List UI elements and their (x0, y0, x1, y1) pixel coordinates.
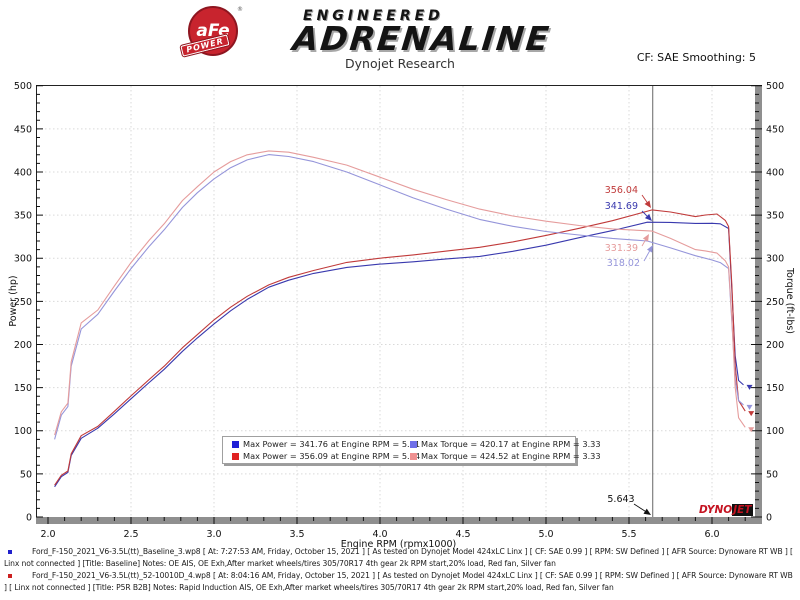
x-tick: 2.5 (123, 529, 138, 540)
x-tick: 3.0 (206, 529, 221, 540)
run-info-text: Ford_F-150_2021_V6-3.5L(tt)_52-10010D_4.… (4, 571, 793, 592)
x-tick: 4.5 (455, 529, 470, 540)
run-bullet-blue (8, 550, 12, 554)
dynojet-watermark-dyno: DYNO (699, 504, 733, 516)
run-bullet-red (8, 574, 12, 579)
legend-item-baseline-torque: Max Torque = 420.17 at Engine RPM = 3.33 (401, 439, 601, 449)
y-tick-left: 50 (20, 469, 32, 480)
curve-baseline-torque (54, 154, 744, 440)
y-tick-right: 50 (766, 469, 778, 480)
legend-swatch-pink (410, 452, 417, 460)
y-tick-right: 0 (766, 512, 772, 523)
y-tick-left: 400 (14, 167, 32, 178)
y-tick-left: 100 (14, 426, 32, 437)
run-info-list: Ford_F-150_2021_V6-3.5L(tt)_Baseline_3.w… (4, 546, 797, 594)
curve-end-marker-baseline-torque (746, 404, 753, 410)
y-tick-right: 450 (766, 124, 784, 135)
y-tick-right: 250 (766, 297, 784, 308)
curve-p5r-b2b-power (54, 209, 746, 486)
axis-ticks (36, 85, 762, 524)
dynojet-watermark-jet: JET (732, 504, 754, 516)
x-tick: 3.5 (289, 529, 304, 540)
x-tick: 4.0 (372, 529, 387, 540)
run-info-tuned: Ford_F-150_2021_V6-3.5L(tt)_52-10010D_4.… (4, 570, 797, 593)
legend-swatch-violet (410, 440, 417, 448)
legend-label: Max Power = 341.76 at Engine RPM = 5.61 (243, 439, 421, 449)
page-title: Dynojet Research (345, 56, 455, 71)
legend-item-tuned-power: Max Power = 356.09 at Engine RPM = 5.64 (223, 451, 420, 461)
y-tick-right: 100 (766, 426, 784, 437)
y-tick-right: 350 (766, 211, 784, 222)
cursor-readout: 5.643 (607, 494, 651, 515)
run-info-baseline: Ford_F-150_2021_V6-3.5L(tt)_Baseline_3.w… (4, 546, 797, 569)
legend-label: Max Torque = 420.17 at Engine RPM = 3.33 (421, 439, 601, 449)
y-tick-left: 350 (14, 211, 32, 222)
legend-item-baseline-power: Max Power = 341.76 at Engine RPM = 5.61 (223, 439, 420, 449)
annotation-341.69: 341.69 (605, 201, 638, 212)
left-axis-title: Power (hp) (8, 275, 19, 326)
x-tick: 6.0 (704, 529, 719, 540)
y-tick-right: 400 (766, 167, 784, 178)
y-tick-right: 150 (766, 383, 784, 394)
legend-swatch-red (232, 452, 239, 460)
x-tick: 5.5 (621, 529, 636, 540)
chart-legend: Max Power = 341.76 at Engine RPM = 5.61 … (222, 436, 601, 464)
right-axis-title: Torque (ft-lbs) (784, 267, 795, 334)
curve-p5r-b2b-torque (54, 150, 746, 436)
brand-engineered-text: ENGINEERED (303, 8, 444, 24)
curve-baseline-power (54, 221, 744, 488)
cursor-annotations: 356.04 341.69 331.39 318.02 (605, 185, 653, 269)
dynojet-watermark: DYNOJET (699, 504, 754, 516)
y-tick-left: 0 (26, 512, 32, 523)
curve-end-marker-p5r-b2b-power (748, 411, 755, 417)
annotation-356.04: 356.04 (605, 185, 638, 196)
legend-label: Max Power = 356.09 at Engine RPM = 5.64 (243, 451, 421, 461)
curve-end-marker-p5r-b2b-torque (748, 427, 755, 433)
tick-labels: 0 0 50 50 100 100 150 150 200 200 250 250 300 300 350 3… (14, 81, 784, 540)
annotation-318.02: 318.02 (607, 258, 640, 269)
annotation-331.39: 331.39 (605, 243, 638, 254)
smoothing-setting: CF: SAE Smoothing: 5 (636, 51, 756, 64)
x-tick: 2.0 (40, 529, 55, 540)
y-tick-left: 150 (14, 383, 32, 394)
run-info-text: Ford_F-150_2021_V6-3.5L(tt)_Baseline_3.w… (4, 547, 793, 568)
y-tick-right: 300 (766, 254, 784, 265)
afe-power-logo: aFe ® POWER ENGINEERED ADRENALINE (179, 4, 605, 59)
y-tick-right: 200 (766, 340, 784, 351)
cursor-rpm-label: 5.643 (607, 494, 634, 505)
legend-swatch-blue (232, 440, 239, 448)
y-tick-left: 200 (14, 340, 32, 351)
y-tick-right: 500 (766, 81, 784, 92)
y-tick-left: 300 (14, 254, 32, 265)
legend-label: Max Torque = 424.52 at Engine RPM = 3.33 (421, 451, 601, 461)
y-tick-left: 450 (14, 124, 32, 135)
y-tick-left: 250 (14, 297, 32, 308)
legend-item-tuned-torque: Max Torque = 424.52 at Engine RPM = 3.33 (401, 451, 601, 461)
y-tick-left: 500 (14, 81, 32, 92)
curve-end-marker-baseline-power (746, 384, 753, 390)
x-axis-title: Engine RPM (rpmx1000) (341, 539, 457, 550)
registered-mark: ® (237, 6, 243, 13)
x-tick: 5.0 (538, 529, 553, 540)
